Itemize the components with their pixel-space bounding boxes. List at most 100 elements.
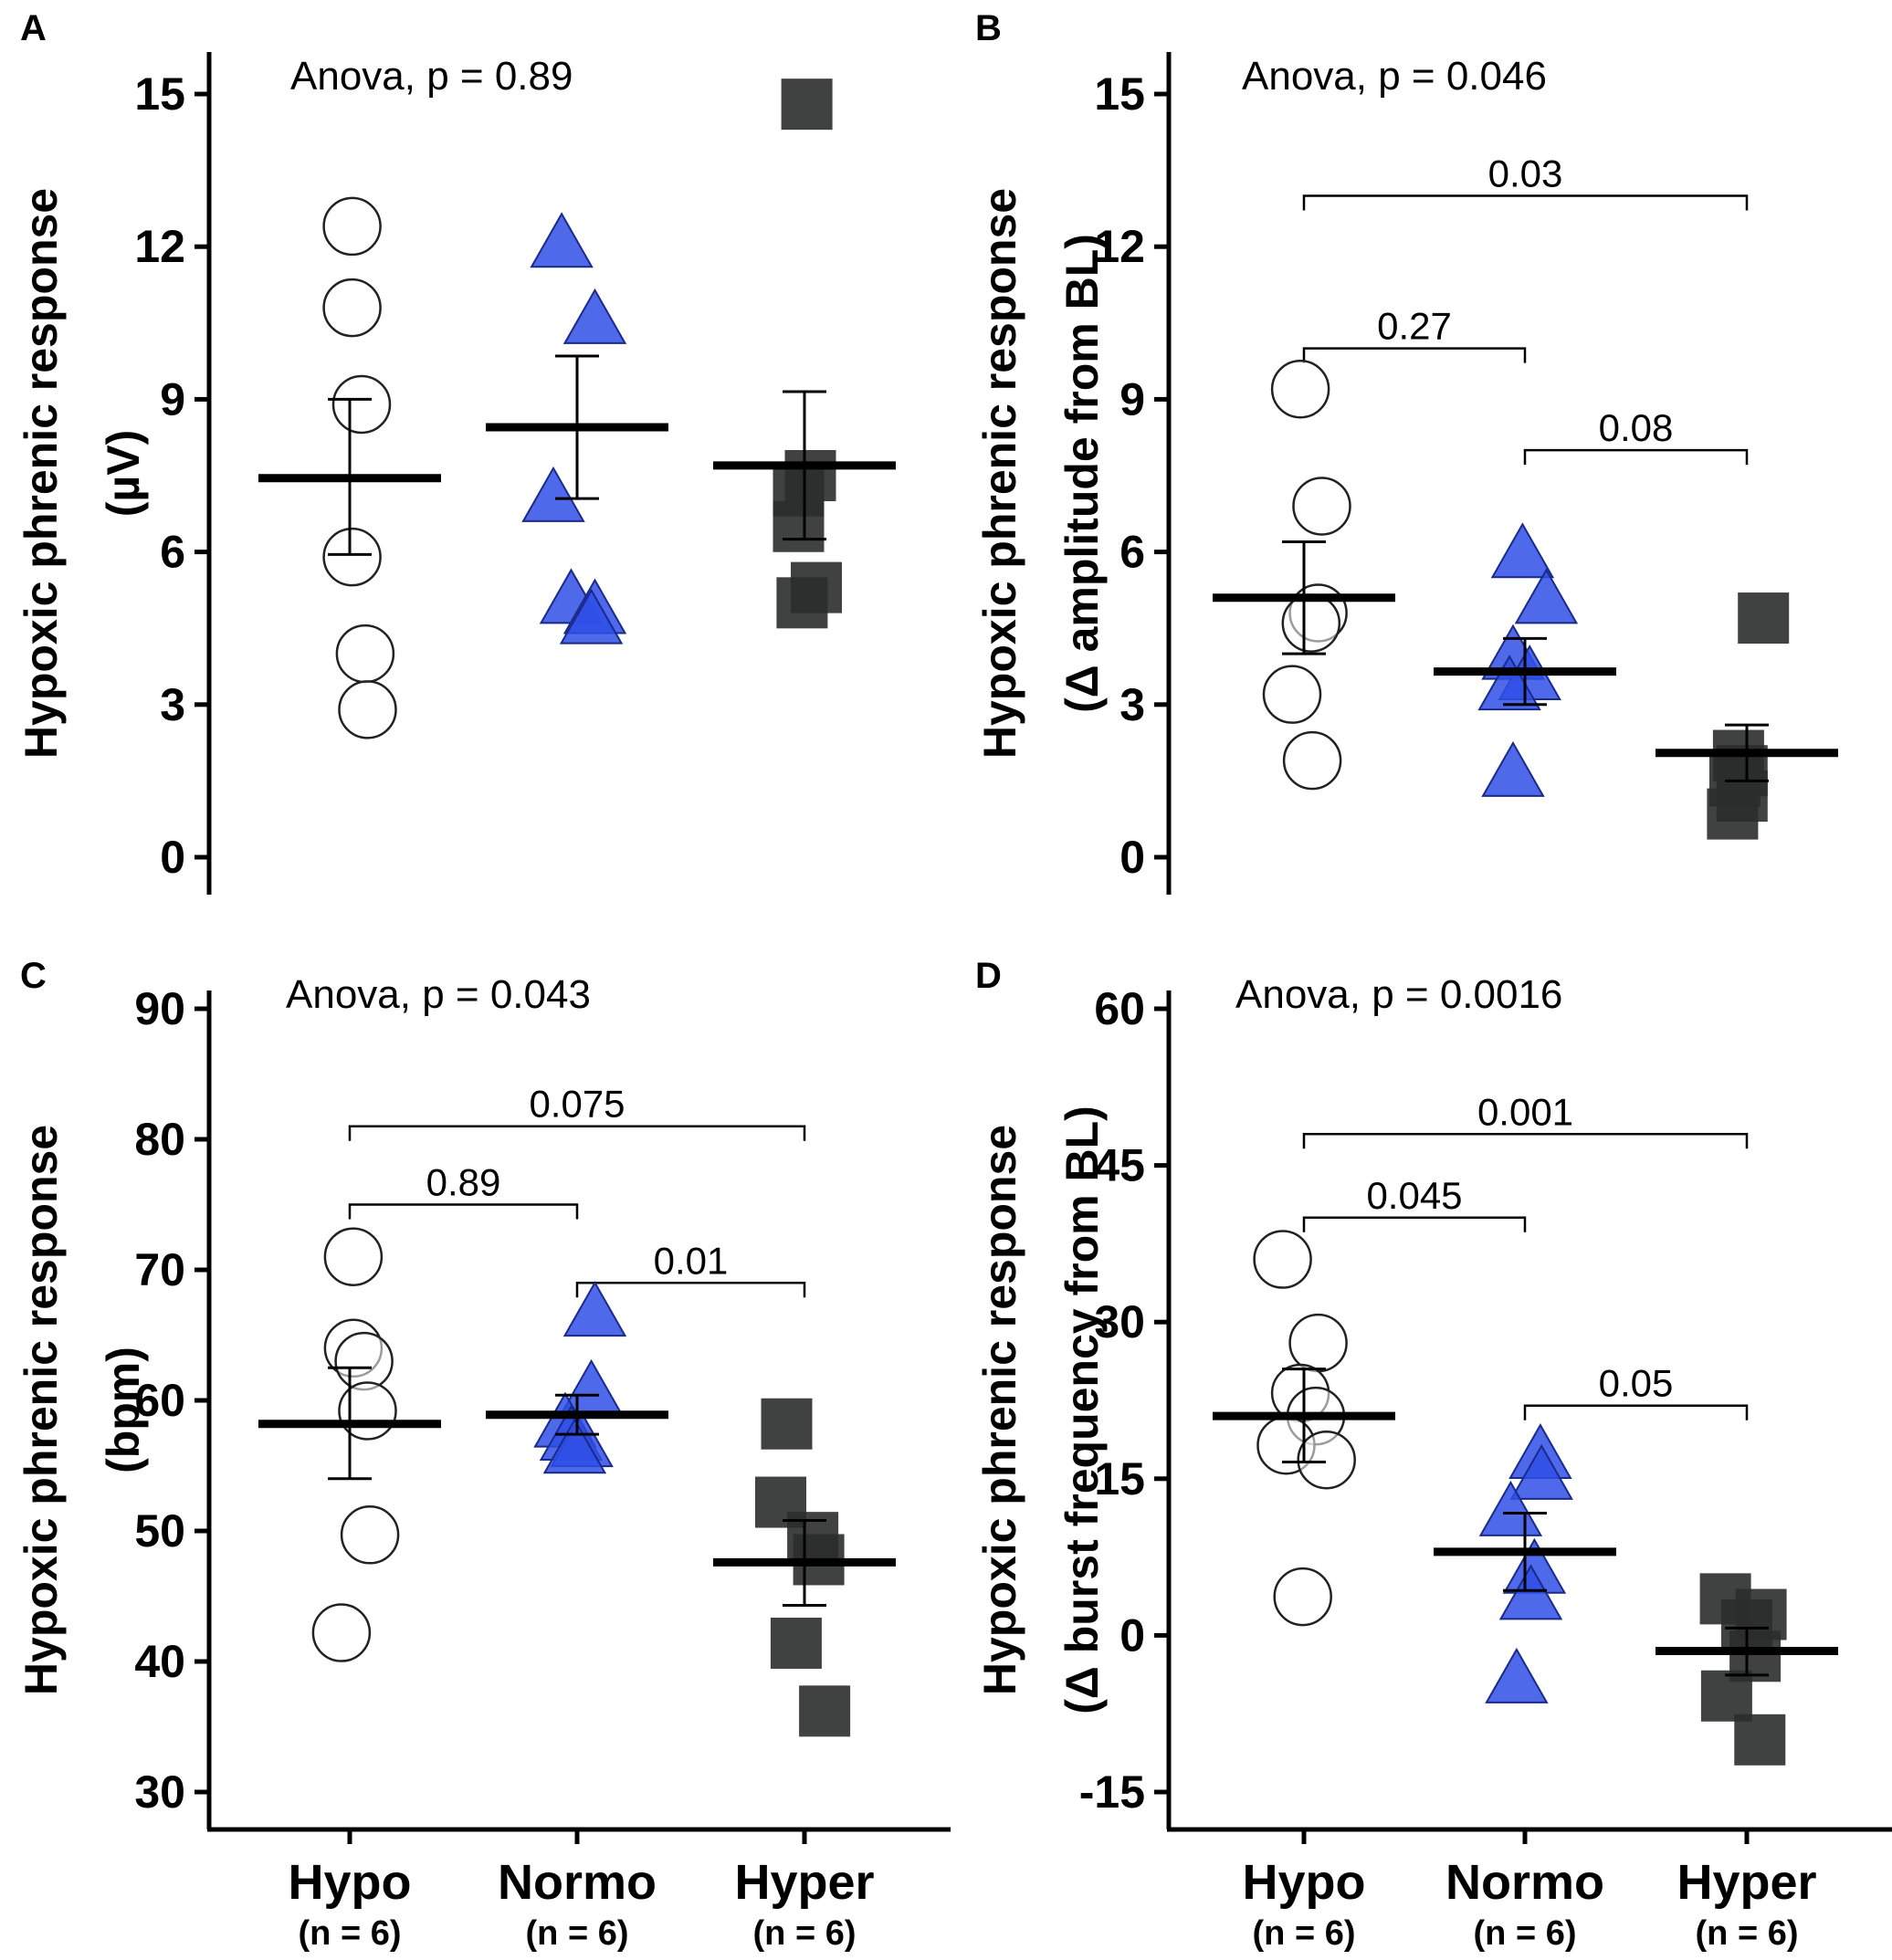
data-point-normo: [1481, 740, 1545, 797]
y-tick-label: 30: [1094, 1296, 1145, 1347]
y-tick-label: 15: [1094, 1453, 1145, 1504]
y-axis-label: Hypoxic phrenic response: [974, 1125, 1025, 1695]
comparison-pvalue: 0.001: [1477, 1090, 1573, 1133]
comparison-pvalue: 0.01: [654, 1239, 729, 1282]
y-axis-label-units: (bpm): [98, 1347, 149, 1473]
y-tick-label: 6: [1119, 527, 1145, 578]
x-category-label: Hyper: [1677, 1855, 1816, 1910]
y-axis-label-units: (Δ amplitude from BL): [1056, 234, 1108, 713]
data-point-hyper: [799, 1685, 851, 1737]
y-axis-label-units: (µV): [98, 430, 149, 517]
x-category-n: (n = 6): [1253, 1914, 1356, 1953]
data-point-hypo: [331, 374, 392, 435]
y-tick-label: 9: [1119, 373, 1145, 424]
data-point-normo: [530, 212, 594, 268]
comparison-bracket: [348, 1203, 579, 1220]
data-point-hypo: [340, 1505, 400, 1565]
x-category-n: (n = 6): [1474, 1914, 1577, 1953]
comparison-pvalue: 0.27: [1377, 305, 1452, 348]
y-tick-label: 50: [134, 1505, 185, 1556]
data-point-hypo: [334, 1331, 394, 1391]
x-category-n: (n = 6): [753, 1914, 857, 1953]
data-point-hypo: [322, 278, 382, 338]
comparison-bracket: [1523, 448, 1749, 466]
y-tick-label: 60: [1094, 983, 1145, 1034]
y-axis-label: Hypoxic phrenic response: [974, 188, 1025, 759]
y-tick-label: 9: [160, 373, 185, 424]
data-point-hypo: [1288, 1313, 1348, 1373]
x-category-label: Hypo: [1243, 1855, 1366, 1910]
comparison-bracket: [575, 1282, 806, 1298]
data-point-hyper: [761, 1398, 813, 1450]
y-tick-label: 6: [160, 527, 185, 578]
comparison-pvalue: 0.05: [1599, 1362, 1674, 1405]
y-tick-label: 0: [1119, 1609, 1145, 1661]
y-tick-label: 3: [1119, 679, 1145, 730]
data-point-normo: [1498, 1564, 1563, 1620]
x-category-n: (n = 6): [299, 1914, 402, 1953]
comparison-pvalue: 0.03: [1488, 152, 1563, 194]
comparison-pvalue: 0.89: [426, 1161, 501, 1204]
comparison-pvalue: 0.08: [1599, 406, 1674, 449]
panel-b: B 0 3 6 9 12 15 Hypoxic phrenic response (Δ ampl…: [974, 8, 1838, 895]
x-category-n: (n = 6): [526, 1914, 629, 1953]
data-point-normo: [1514, 568, 1579, 624]
anova-annotation: Anova, p = 0.046: [1242, 54, 1547, 99]
anova-annotation: Anova, p = 0.89: [290, 54, 573, 99]
panel-a: A 0 3 6 9 12 15 Hypoxic phrenic response (µV) Ano…: [16, 8, 896, 895]
y-tick-label: 90: [134, 983, 185, 1034]
y-axis-label: Hypoxic phrenic response: [16, 188, 67, 759]
data-point-hypo: [335, 624, 395, 684]
comparison-bracket: [1302, 1216, 1527, 1232]
data-point-hypo: [322, 527, 382, 587]
data-point-normo: [1509, 1443, 1573, 1500]
y-tick-label: 70: [134, 1244, 185, 1295]
data-point-hyper: [781, 79, 833, 131]
comparison-bracket: [1302, 1133, 1749, 1149]
data-point-hypo: [1253, 1230, 1312, 1289]
comparison-bracket: [348, 1125, 806, 1141]
comparison-pvalue: 0.075: [529, 1083, 625, 1126]
data-point-hyper: [1707, 788, 1759, 840]
data-point-hypo: [322, 196, 382, 257]
comparison-bracket: [1302, 347, 1527, 363]
data-point-hyper: [1738, 592, 1790, 645]
data-point-normo: [559, 588, 624, 645]
anova-annotation: Anova, p = 0.0016: [1235, 972, 1562, 1017]
anova-annotation: Anova, p = 0.043: [286, 972, 591, 1017]
data-point-hyper: [1734, 1714, 1786, 1766]
data-point-hyper: [770, 1617, 822, 1669]
x-category-label: Normo: [1445, 1855, 1604, 1910]
panel-letter: C: [20, 956, 47, 996]
data-point-hypo: [1292, 477, 1351, 536]
panel-d: D -15 0 15 30 45 60 Hypo (n = 6) Normo (n = 6) Hype…: [974, 956, 1892, 1953]
data-point-hypo: [323, 1227, 384, 1286]
y-tick-label: 0: [1119, 832, 1145, 883]
x-category-label: Hypo: [289, 1855, 412, 1910]
data-point-hypo: [338, 680, 397, 739]
panel-letter: A: [20, 8, 47, 48]
y-tick-label: 15: [1094, 68, 1145, 120]
data-point-hypo: [1281, 593, 1341, 653]
data-point-normo: [542, 1418, 607, 1474]
panel-c: C 30 40 50 60 70 80 90 Hypo (n = 6) Normo (n = 6) Hy…: [16, 956, 951, 1953]
x-category-label: Normo: [498, 1855, 657, 1910]
y-tick-label: 80: [134, 1114, 185, 1165]
y-tick-label: 40: [134, 1636, 185, 1687]
x-category-n: (n = 6): [1696, 1914, 1799, 1953]
data-point-normo: [1485, 1647, 1549, 1703]
data-point-hypo: [338, 1381, 397, 1441]
data-point-hyper: [1700, 1670, 1752, 1722]
comparison-bracket: [1302, 194, 1749, 211]
x-category-label: Hyper: [734, 1855, 874, 1910]
panel-letter: D: [975, 956, 1002, 996]
y-tick-label: 45: [1094, 1140, 1145, 1191]
data-point-normo: [521, 466, 585, 522]
comparison-bracket: [1523, 1404, 1749, 1420]
data-point-normo: [562, 288, 627, 344]
data-point-hypo: [1262, 665, 1322, 724]
data-point-normo: [562, 1281, 627, 1337]
y-tick-label: -15: [1079, 1766, 1145, 1818]
y-tick-label: 12: [134, 221, 185, 272]
